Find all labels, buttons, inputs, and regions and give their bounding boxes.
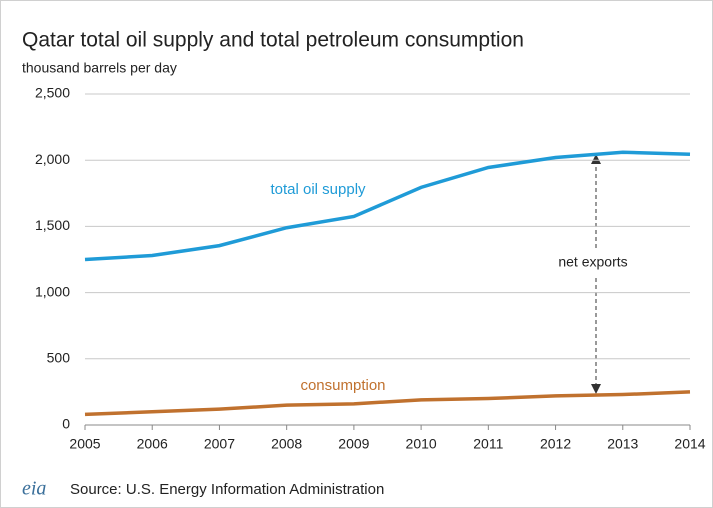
logo: eia [22, 478, 46, 500]
arrow-head [591, 154, 601, 164]
annotation: net exports [558, 254, 627, 270]
subtitle: thousand barrels per day [22, 60, 177, 76]
x-tick-label: 2005 [69, 436, 100, 452]
source: Source: U.S. Energy Information Administ… [70, 481, 384, 498]
x-tick-label: 2006 [137, 436, 168, 452]
y-tick-label: 500 [47, 350, 71, 366]
y-tick-label: 1,500 [35, 217, 70, 233]
y-tick-label: 0 [62, 416, 70, 432]
x-tick-label: 2014 [674, 436, 705, 452]
series-line [84, 390, 691, 417]
y-tick-label: 1,000 [35, 283, 70, 299]
series-label: total oil supply [270, 181, 366, 198]
x-tick-label: 2011 [473, 436, 503, 452]
arrow-head [591, 384, 601, 394]
x-tick-label: 2010 [406, 436, 437, 452]
net-exports-arrow [591, 154, 601, 394]
series-line [84, 150, 691, 262]
x-tick-label: 2007 [204, 436, 235, 452]
x-tick-label: 2013 [607, 436, 638, 452]
series-label: consumption [300, 377, 385, 394]
x-tick-label: 2012 [540, 436, 571, 452]
x-tick-label: 2008 [271, 436, 302, 452]
y-tick-label: 2,000 [35, 151, 70, 167]
y-tick-label: 2,500 [35, 85, 70, 101]
chart-title: Qatar total oil supply and total petrole… [22, 29, 524, 52]
x-tick-label: 2009 [338, 436, 369, 452]
